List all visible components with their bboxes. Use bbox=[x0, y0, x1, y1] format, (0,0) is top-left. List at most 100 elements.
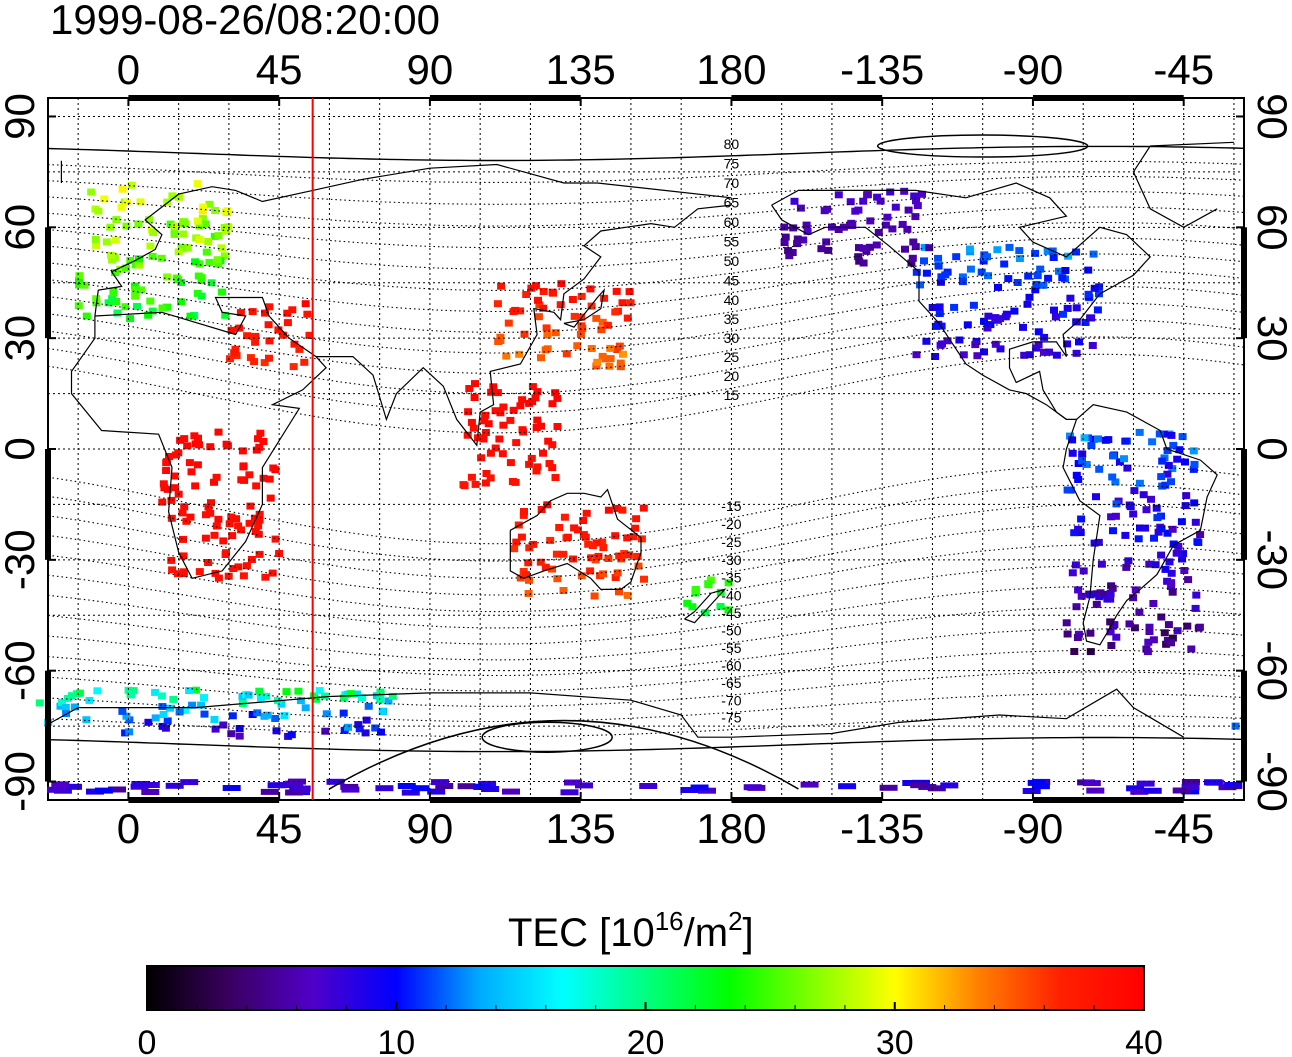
tec-cell bbox=[1163, 529, 1172, 537]
tec-cell bbox=[1027, 779, 1046, 786]
tec-cell bbox=[1167, 583, 1176, 590]
tec-cell bbox=[1108, 584, 1117, 592]
tec-cell bbox=[1178, 433, 1187, 441]
tec-cell bbox=[1068, 436, 1077, 444]
tec-cell bbox=[198, 207, 207, 215]
tec-cell bbox=[959, 351, 968, 359]
tec-cell bbox=[716, 588, 725, 596]
tec-cell bbox=[1149, 636, 1158, 644]
colorbar-title: TEC [1016/m2] bbox=[508, 906, 754, 955]
y-tick-label-right: 30 bbox=[1249, 315, 1292, 362]
x-tick-label-top: 180 bbox=[696, 46, 766, 93]
tec-cell bbox=[377, 728, 385, 736]
tec-cell bbox=[301, 704, 310, 712]
coastline bbox=[771, 204, 1067, 420]
tec-cell bbox=[559, 550, 568, 558]
colorbar-tick-label: 20 bbox=[627, 1024, 665, 1057]
tec-cell bbox=[149, 229, 158, 237]
tec-cell bbox=[515, 350, 524, 358]
tec-cell bbox=[266, 494, 275, 502]
tec-cell bbox=[1059, 310, 1067, 318]
tec-cell bbox=[1033, 272, 1042, 280]
tec-cell bbox=[509, 406, 518, 414]
tec-cell bbox=[225, 520, 234, 528]
tec-cell bbox=[1130, 788, 1149, 795]
tec-cell bbox=[1196, 531, 1205, 539]
y-tick-label-left: 30 bbox=[0, 315, 43, 362]
tec-cell bbox=[534, 313, 543, 321]
y-tick-label-left: -90 bbox=[0, 751, 43, 812]
coastline bbox=[563, 288, 606, 328]
tec-cell bbox=[339, 694, 348, 702]
tec-cell bbox=[1031, 286, 1040, 294]
tec-cell bbox=[170, 230, 179, 238]
tec-cell bbox=[1149, 600, 1158, 607]
x-tick-label-top: 90 bbox=[407, 46, 454, 93]
frame-band bbox=[128, 797, 280, 803]
tec-cell bbox=[1175, 446, 1184, 454]
tec-cell bbox=[92, 241, 101, 249]
tec-cell bbox=[256, 694, 265, 702]
tec-cell bbox=[1158, 457, 1167, 465]
tec-cell bbox=[613, 569, 622, 577]
mag-lat-contour bbox=[47, 484, 1245, 562]
mag-lat-contour bbox=[47, 145, 1245, 162]
tec-cell bbox=[928, 304, 937, 311]
tec-cell bbox=[1001, 313, 1010, 321]
tec-cell bbox=[834, 226, 843, 233]
tec-cell bbox=[531, 282, 540, 290]
tec-cell bbox=[1077, 592, 1086, 600]
mag-lat-contour bbox=[47, 175, 1245, 205]
contour-label: -25 bbox=[721, 534, 741, 550]
tec-cell bbox=[1015, 255, 1024, 262]
tec-cell bbox=[883, 213, 892, 221]
tec-cell bbox=[512, 439, 521, 447]
tec-cell bbox=[701, 609, 710, 617]
tec-cell bbox=[92, 295, 101, 303]
tec-cell bbox=[512, 538, 521, 546]
tec-cell bbox=[912, 268, 921, 276]
tec-cell bbox=[552, 550, 561, 558]
tec-cell bbox=[282, 688, 291, 696]
mag-lat-contour bbox=[47, 464, 1245, 545]
tec-cell bbox=[1094, 538, 1103, 546]
tec-cell bbox=[971, 341, 980, 349]
tec-cell bbox=[159, 480, 168, 488]
south-pole-ring-outer bbox=[329, 719, 799, 790]
tec-cell bbox=[239, 462, 248, 470]
tec-cell bbox=[916, 281, 924, 289]
tec-cell bbox=[994, 283, 1002, 291]
tec-cell bbox=[557, 280, 566, 288]
tec-cell bbox=[217, 244, 226, 252]
y-tick-label-left: 60 bbox=[0, 204, 43, 251]
tec-cell bbox=[537, 354, 545, 362]
contour-label: 65 bbox=[724, 195, 740, 211]
coastline bbox=[771, 182, 1152, 420]
tec-cell bbox=[199, 203, 208, 211]
tec-cell bbox=[958, 273, 967, 281]
tec-cell bbox=[1010, 307, 1019, 315]
x-tick-label-bottom: 90 bbox=[407, 805, 454, 852]
tec-cell bbox=[283, 319, 292, 327]
tec-cell bbox=[911, 213, 920, 221]
tec-cell bbox=[548, 400, 557, 408]
tec-cell bbox=[616, 359, 625, 367]
tec-cell bbox=[556, 301, 565, 309]
tec-cell bbox=[1167, 579, 1176, 587]
tec-cell bbox=[125, 716, 134, 724]
tec-cell bbox=[1066, 294, 1075, 302]
tec-cell bbox=[163, 303, 171, 311]
tec-cell bbox=[237, 476, 246, 484]
frame-band bbox=[1032, 797, 1184, 803]
tec-cell bbox=[265, 303, 274, 311]
tec-cell bbox=[470, 394, 479, 401]
tec-cell bbox=[1101, 436, 1110, 444]
tec-cell bbox=[222, 440, 231, 448]
tec-cell bbox=[1049, 254, 1058, 261]
tec-cell bbox=[698, 787, 716, 794]
tec-cell bbox=[1063, 340, 1072, 348]
tec-cell bbox=[973, 352, 982, 360]
tec-cell bbox=[486, 474, 495, 482]
tec-cell bbox=[237, 526, 246, 534]
contour-label: 30 bbox=[724, 330, 740, 346]
